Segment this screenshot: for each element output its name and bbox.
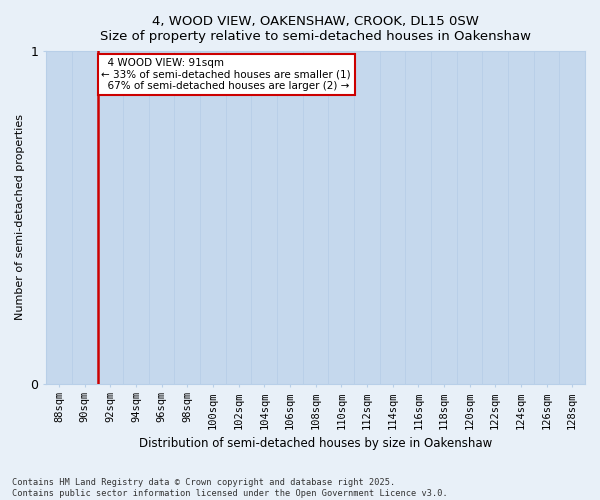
Bar — [559, 51, 585, 384]
Bar — [380, 51, 406, 384]
Y-axis label: Number of semi-detached properties: Number of semi-detached properties — [15, 114, 25, 320]
Title: 4, WOOD VIEW, OAKENSHAW, CROOK, DL15 0SW
Size of property relative to semi-detac: 4, WOOD VIEW, OAKENSHAW, CROOK, DL15 0SW… — [100, 15, 531, 43]
Bar — [482, 51, 508, 384]
Bar — [98, 51, 123, 384]
Bar — [431, 51, 457, 384]
X-axis label: Distribution of semi-detached houses by size in Oakenshaw: Distribution of semi-detached houses by … — [139, 437, 492, 450]
Bar — [303, 51, 328, 384]
Bar — [200, 51, 226, 384]
Bar — [251, 51, 277, 384]
Text: Contains HM Land Registry data © Crown copyright and database right 2025.
Contai: Contains HM Land Registry data © Crown c… — [12, 478, 448, 498]
Bar — [123, 51, 149, 384]
Bar — [328, 51, 354, 384]
Bar — [508, 51, 533, 384]
Bar — [533, 51, 559, 384]
Bar — [175, 51, 200, 384]
Bar — [277, 51, 303, 384]
Bar — [46, 51, 72, 384]
Bar — [406, 51, 431, 384]
Bar — [354, 51, 380, 384]
Bar — [226, 51, 251, 384]
Bar — [457, 51, 482, 384]
Bar — [149, 51, 175, 384]
Text: 4 WOOD VIEW: 91sqm
← 33% of semi-detached houses are smaller (1)
  67% of semi-d: 4 WOOD VIEW: 91sqm ← 33% of semi-detache… — [101, 58, 351, 91]
Bar — [72, 51, 98, 384]
